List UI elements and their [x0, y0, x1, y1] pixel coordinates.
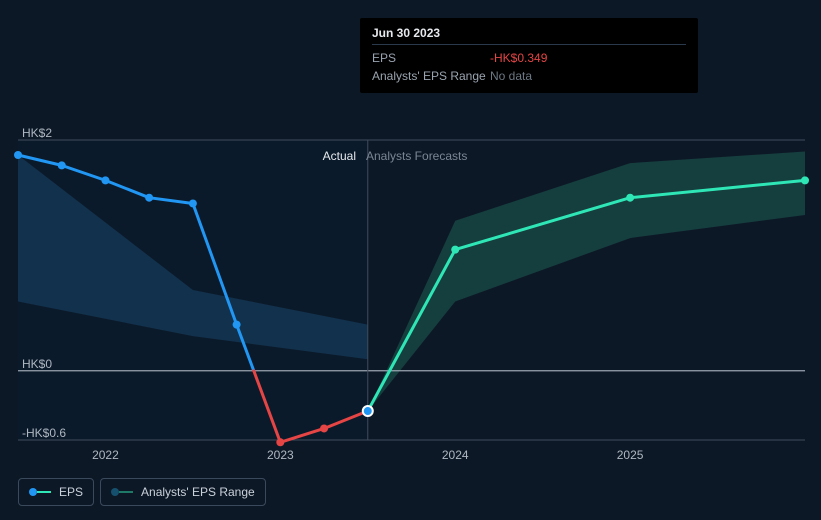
x-tick-label: 2024 — [442, 448, 469, 462]
forecast-section-label: Analysts Forecasts — [366, 149, 467, 163]
y-tick-label: HK$2 — [22, 126, 52, 140]
y-tick-label: HK$0 — [22, 357, 52, 371]
x-tick-label: 2022 — [92, 448, 119, 462]
tooltip-row: Analysts' EPS Range No data — [372, 67, 686, 85]
x-tick-label: 2023 — [267, 448, 294, 462]
chart-tooltip: Jun 30 2023 EPS -HK$0.349 Analysts' EPS … — [360, 18, 698, 93]
tooltip-key: EPS — [372, 49, 490, 67]
legend-label: Analysts' EPS Range — [141, 485, 255, 499]
legend-item-eps[interactable]: EPS — [18, 478, 94, 506]
tooltip-value: -HK$0.349 — [490, 49, 547, 67]
eps-chart: { "chart": { "type": "line-with-range", … — [0, 0, 821, 520]
actual-section-label: Actual — [323, 149, 356, 163]
tooltip-value: No data — [490, 67, 532, 85]
legend-label: EPS — [59, 485, 83, 499]
tooltip-title: Jun 30 2023 — [372, 26, 686, 45]
tooltip-row: EPS -HK$0.349 — [372, 49, 686, 67]
legend-swatch — [29, 488, 51, 496]
tooltip-key: Analysts' EPS Range — [372, 67, 490, 85]
y-tick-label: -HK$0.6 — [22, 426, 66, 440]
legend-swatch — [111, 488, 133, 496]
chart-legend: EPS Analysts' EPS Range — [18, 478, 266, 506]
x-tick-label: 2025 — [617, 448, 644, 462]
legend-item-eps-range[interactable]: Analysts' EPS Range — [100, 478, 266, 506]
